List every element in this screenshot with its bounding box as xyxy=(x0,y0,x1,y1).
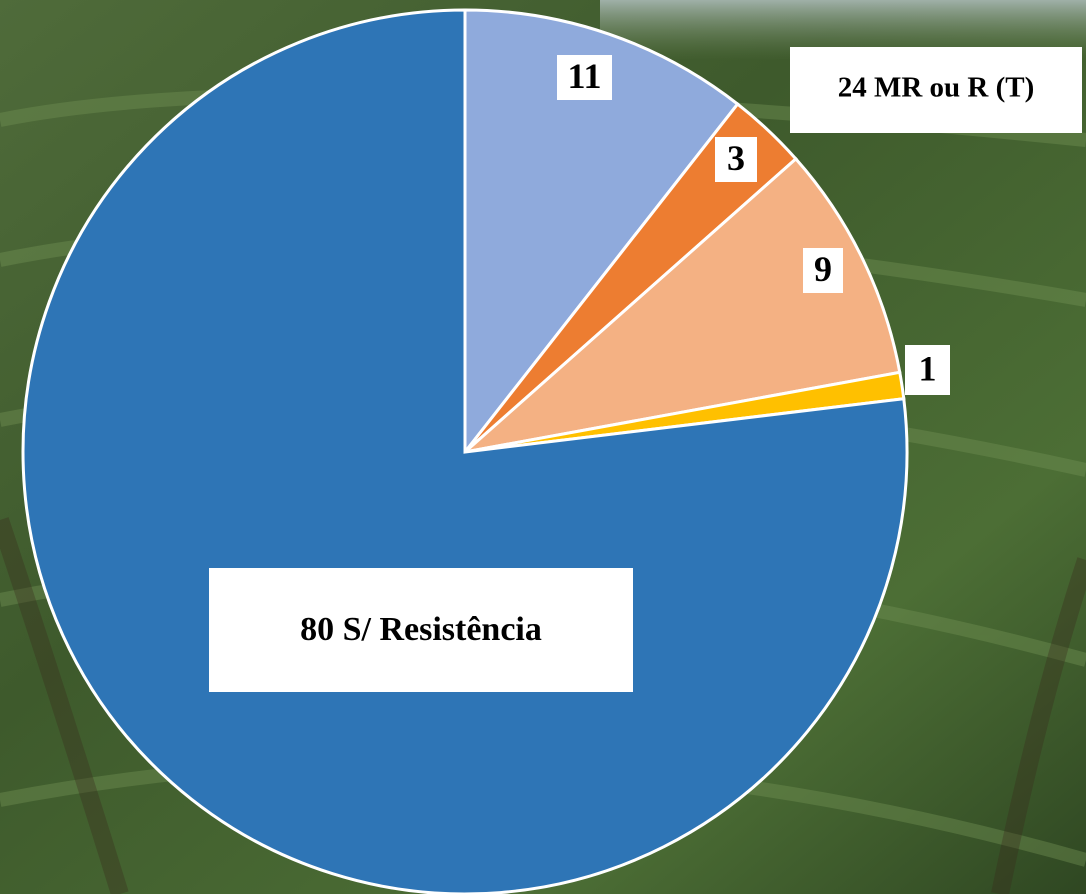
data-label: 3 xyxy=(727,138,745,178)
labels: 24 MR ou R (T) 11 3 9 1 80 S/ Resistência xyxy=(209,47,1082,692)
label-box xyxy=(557,55,612,100)
annotation-box xyxy=(790,47,1082,133)
pie xyxy=(21,8,909,894)
pie-slice xyxy=(463,8,740,457)
data-label: 9 xyxy=(814,249,832,289)
label-box xyxy=(803,248,843,293)
label-box xyxy=(209,568,633,692)
pie-slice xyxy=(459,156,902,455)
data-label: 1 xyxy=(919,348,937,388)
annotation: 24 MR ou R (T) xyxy=(838,72,1035,104)
data-label: 80 S/ Resistência xyxy=(300,611,542,648)
label-box xyxy=(715,137,757,182)
label-box xyxy=(905,345,950,395)
data-label: 11 xyxy=(567,56,601,96)
